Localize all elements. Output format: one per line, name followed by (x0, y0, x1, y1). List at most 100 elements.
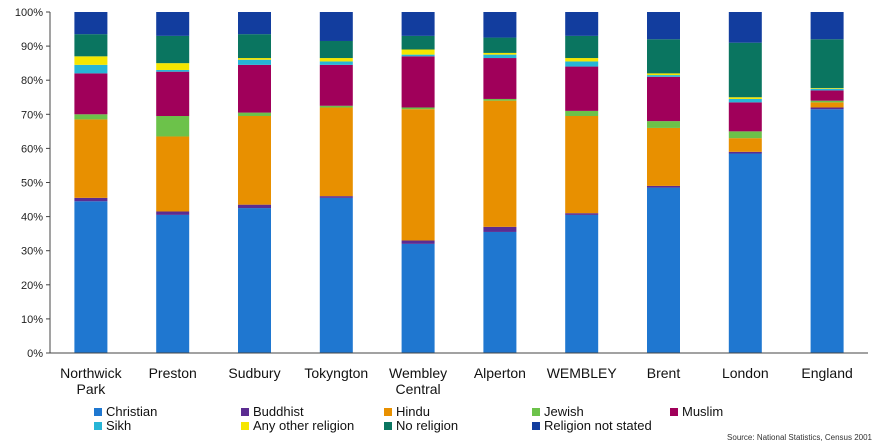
legend-label: Buddhist (253, 404, 304, 419)
y-tick-label: 10% (21, 314, 43, 326)
legend-label: Hindu (396, 404, 430, 419)
bar-segment-sikh (74, 64, 108, 74)
bar-segment-any-other-religion (647, 73, 680, 76)
bar-segment-no-religion (319, 40, 353, 59)
bar-segment-any-other-religion (319, 58, 353, 62)
bar-segment-buddhist (565, 213, 599, 215)
bar-stack-wembley (565, 12, 599, 353)
bar-segment-buddhist (728, 151, 762, 154)
bar-segment-christian (156, 214, 190, 353)
bar-segment-religion-not-stated (238, 12, 271, 35)
bar-segment-christian (238, 208, 271, 353)
legend: Christian Buddhist Hindu Jewish Muslim Sikh An… (94, 404, 723, 433)
legend-swatch (532, 408, 540, 416)
legend-swatch (532, 422, 540, 430)
legend-item-christian: Christian (94, 404, 157, 419)
bar-segment-muslim (565, 66, 599, 111)
x-tick-label: Tokyngton (304, 365, 368, 381)
bar-segment-buddhist (319, 196, 353, 198)
bar-segment-muslim (156, 71, 190, 117)
bar-segment-christian (647, 187, 680, 353)
bar-segment-buddhist (74, 197, 108, 202)
y-tick-label: 30% (21, 246, 43, 258)
legend-swatch (384, 422, 392, 430)
y-axis: 0% 10% 20% 30% 40% 50% 60% 70% 80% 90% 100% (15, 7, 51, 360)
bar-segment-muslim (74, 73, 108, 115)
x-tick-label: Wembley Central (389, 365, 447, 397)
bar-stack-wembley-central (401, 12, 435, 353)
bar-segment-muslim (319, 64, 353, 106)
legend-label: Muslim (682, 404, 723, 419)
x-tick-label: Northwick Park (60, 365, 122, 397)
bar-stack-tokyngton (319, 12, 353, 353)
legend-label: Any other religion (253, 418, 354, 433)
bar-segment-jewish (401, 107, 435, 110)
bar-segment-hindu (156, 136, 190, 212)
bar-segment-hindu (565, 116, 599, 214)
y-tick-label: 100% (15, 7, 43, 19)
bar-segment-no-religion (238, 34, 271, 59)
legend-item-religion-not-stated: Religion not stated (532, 418, 652, 433)
source-note: Source: National Statistics, Census 2001 (727, 433, 873, 442)
bar-stack-brent (647, 12, 680, 353)
bar-segment-christian (565, 214, 599, 353)
x-tick-label: WEMBLEY (547, 365, 618, 381)
bar-segment-religion-not-stated (728, 12, 762, 43)
bar-segment-hindu (74, 119, 108, 198)
bar-segment-buddhist (238, 204, 271, 209)
bar-stack-northwick-park (74, 12, 108, 353)
legend-item-no-religion: No religion (384, 418, 458, 433)
y-tick-label: 50% (21, 178, 43, 190)
bar-segment-sikh (401, 54, 435, 57)
bar-segment-christian (319, 197, 353, 353)
bar-segment-christian (74, 201, 108, 353)
bar-segment-sikh (156, 69, 190, 72)
bar-segment-jewish (74, 114, 108, 120)
y-tick-label: 40% (21, 212, 43, 224)
bar-segment-christian (810, 109, 844, 353)
bar-segment-hindu (728, 138, 762, 152)
bar-segment-no-religion (401, 35, 435, 50)
bar-segment-no-religion (810, 39, 844, 89)
bar-segment-any-other-religion (238, 58, 271, 60)
legend-label: Religion not stated (544, 418, 652, 433)
legend-item-muslim: Muslim (670, 404, 723, 419)
bar-segment-religion-not-stated (565, 12, 599, 36)
bar-segment-any-other-religion (156, 63, 190, 70)
y-tick-label: 80% (21, 75, 43, 87)
bar-segment-sikh (565, 61, 599, 67)
bar-segment-buddhist (483, 226, 517, 232)
legend-label: No religion (396, 418, 458, 433)
legend-label: Christian (106, 404, 157, 419)
x-axis: Northwick Park Preston Sudbury Tokyngton Wemb… (50, 352, 868, 397)
legend-item-buddhist: Buddhist (241, 404, 304, 419)
bar-segment-jewish (483, 98, 517, 101)
bar-segment-no-religion (647, 39, 680, 74)
bar-segment-hindu (401, 109, 435, 241)
bar-stack-preston (156, 12, 190, 353)
y-tick-label: 0% (27, 348, 43, 360)
bar-segment-hindu (483, 100, 517, 227)
bar-segment-hindu (810, 102, 844, 108)
bar-segment-sikh (238, 59, 271, 65)
legend-swatch (94, 408, 102, 416)
bar-segment-sikh (728, 98, 762, 103)
y-tick-label: 20% (21, 280, 43, 292)
bar-segment-any-other-religion (565, 58, 599, 62)
legend-item-sikh: Sikh (94, 418, 131, 433)
bar-segment-sikh (483, 54, 517, 59)
bar-segment-religion-not-stated (810, 12, 844, 40)
bar-segment-jewish (238, 112, 271, 117)
bar-segment-no-religion (728, 42, 762, 98)
y-tick-label: 90% (21, 41, 43, 53)
bars-group (74, 12, 844, 353)
bar-segment-buddhist (401, 240, 435, 244)
bar-segment-buddhist (647, 185, 680, 188)
legend-label: Sikh (106, 418, 131, 433)
bar-segment-muslim (728, 102, 762, 132)
bar-segment-jewish (565, 110, 599, 117)
x-tick-label: Sudbury (228, 365, 280, 381)
bar-segment-hindu (647, 127, 680, 186)
bar-segment-muslim (483, 58, 517, 99)
